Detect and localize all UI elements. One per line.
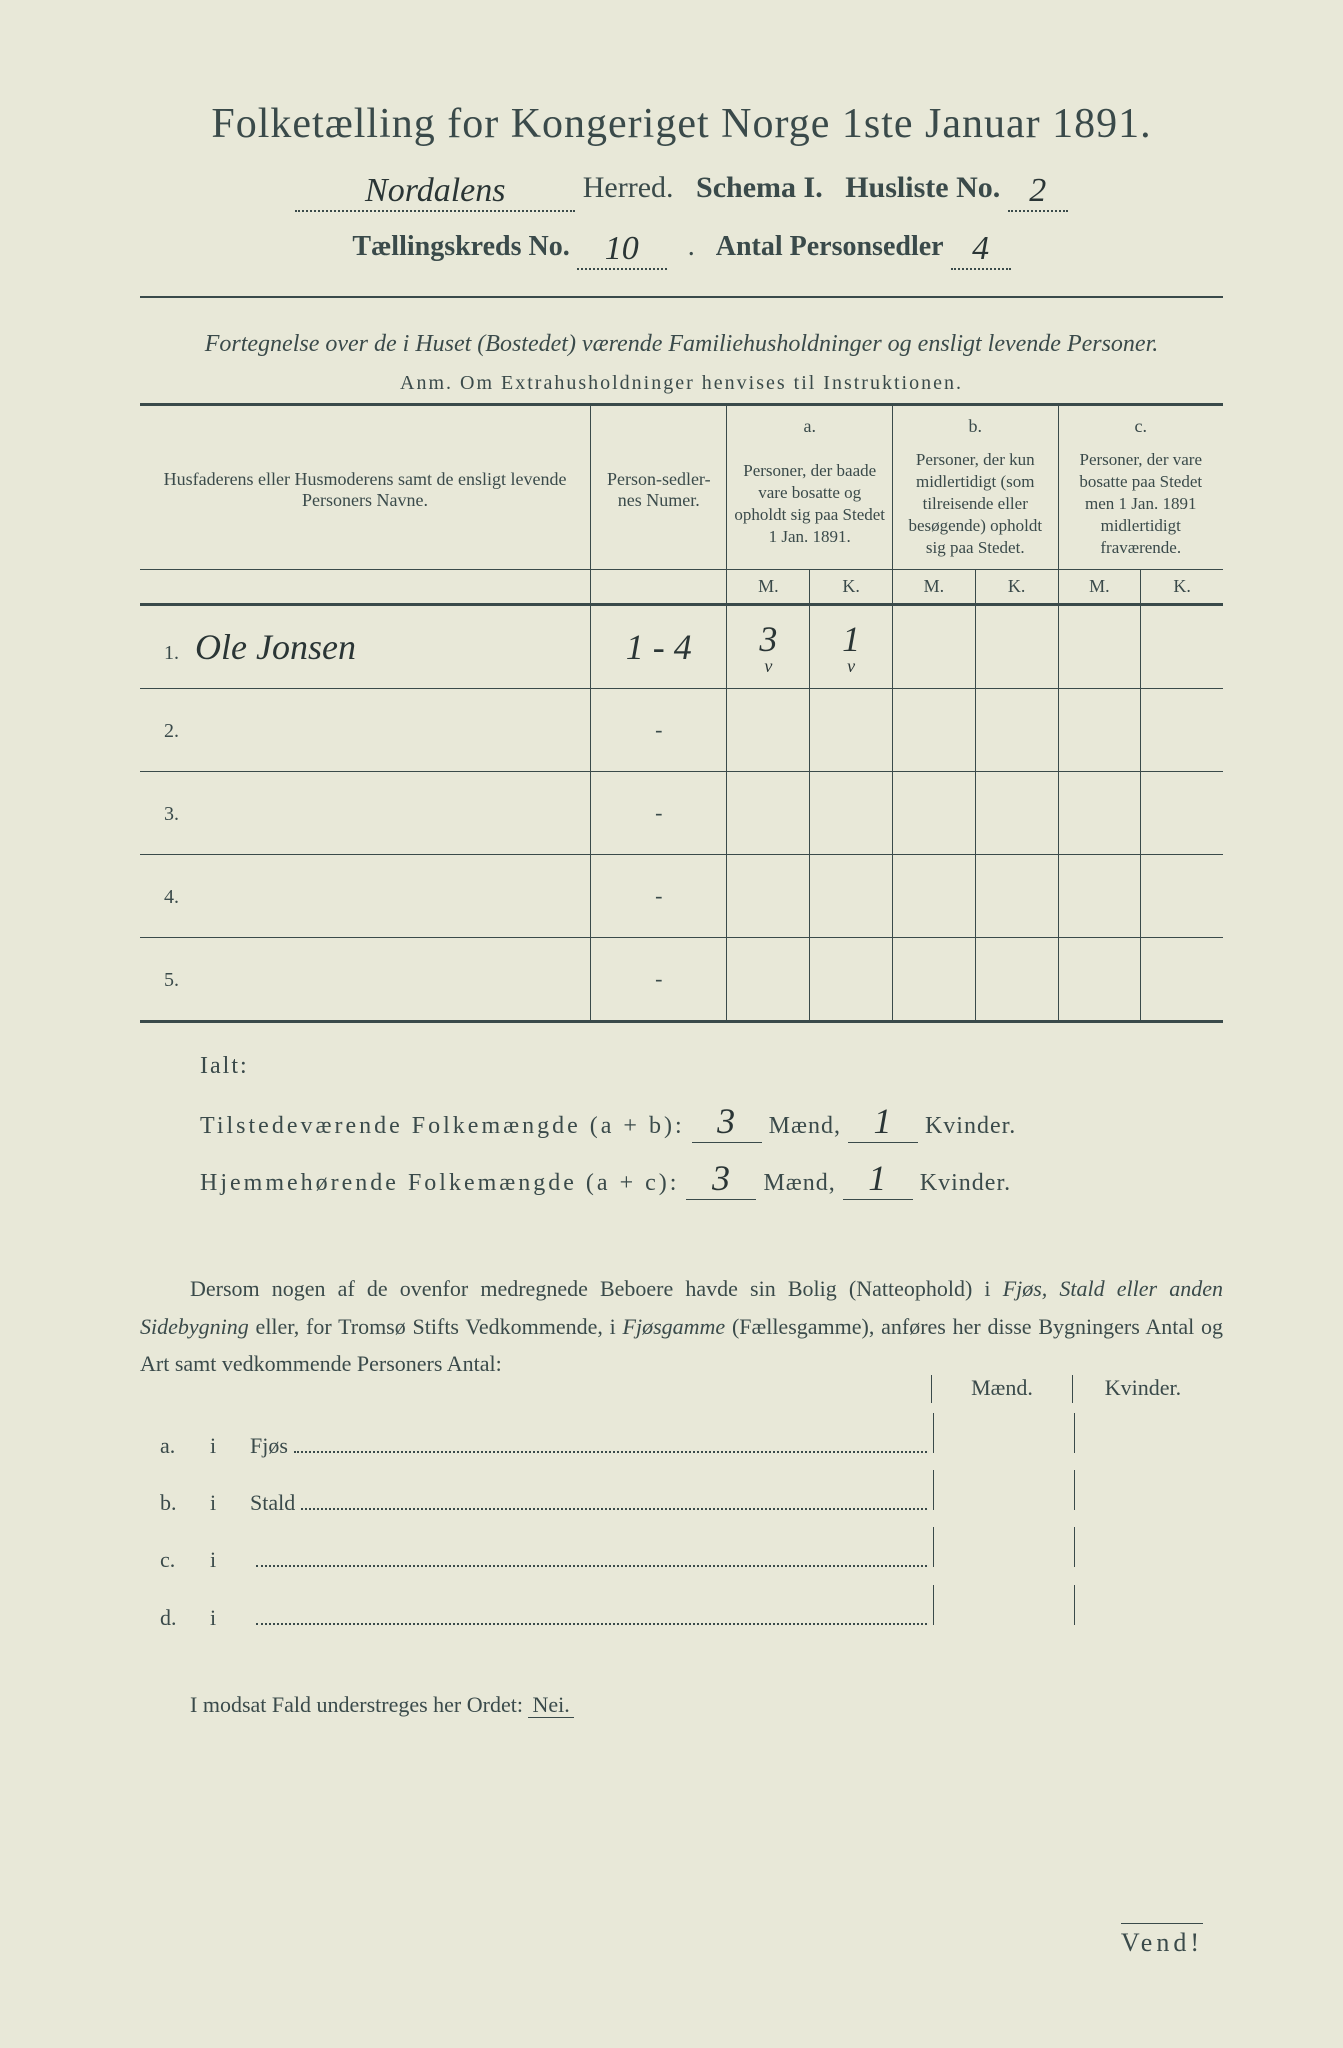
building-row: d. i: [160, 1585, 1223, 1642]
buildings-section: Mænd.Kvinder. a. i Fjøs b. i Stald c. i …: [160, 1413, 1223, 1643]
row-numer: -: [591, 689, 727, 772]
kreds-label: Tællingskreds No.: [352, 231, 569, 262]
nei-word: Nei.: [528, 1692, 573, 1718]
row-numer: -: [591, 772, 727, 855]
row-num: 4.: [164, 886, 179, 908]
row-name: Ole Jonsen: [195, 627, 356, 667]
row-i: i: [210, 1479, 250, 1527]
dots: [256, 1622, 927, 1625]
maend-col: Mænd.: [931, 1375, 1072, 1403]
anm-note: Anm. Om Extrahusholdninger henvises til …: [140, 372, 1223, 395]
building-row: c. i: [160, 1527, 1223, 1584]
row-name: Fjøs: [250, 1422, 288, 1470]
kvinder-label: Kvinder.: [925, 1113, 1016, 1139]
building-row: a. i Fjøs: [160, 1413, 1223, 1470]
sum1-k: 1: [848, 1100, 918, 1143]
dots: [301, 1507, 927, 1510]
table-body: 1.Ole Jonsen 1 - 4 3v 1v 2. - 3. - 4. -: [140, 605, 1223, 1022]
cell-a-m: 3: [759, 619, 777, 659]
sum2-m: 3: [686, 1157, 756, 1200]
table-row: 4. -: [140, 855, 1223, 938]
row-i: i: [210, 1594, 250, 1642]
row-num: 2.: [164, 720, 179, 742]
building-row: b. i Stald: [160, 1470, 1223, 1527]
census-form-page: Folketælling for Kongeriget Norge 1ste J…: [0, 0, 1343, 2048]
maend-label: Mænd,: [769, 1113, 841, 1139]
check-mark: v: [818, 656, 884, 677]
footer-text: I modsat Fald understreges her Ordet:: [190, 1692, 523, 1717]
sum1-m: 3: [692, 1100, 762, 1143]
footer-line: I modsat Fald understreges her Ordet: Ne…: [190, 1692, 1223, 1718]
vend-label: Vend!: [1121, 1923, 1203, 1958]
header-line-1: Nordalens Herred. Schema I. Husliste No.…: [140, 168, 1223, 208]
row-numer: -: [591, 938, 727, 1022]
sum2-k: 1: [843, 1157, 913, 1200]
paragraph: Dersom nogen af de ovenfor medregnede Be…: [140, 1270, 1223, 1382]
antal-label: Antal Personsedler: [716, 231, 944, 262]
husliste-label: Husliste No.: [845, 171, 1000, 204]
herred-value: Nordalens: [295, 172, 575, 212]
col-a-m: M.: [727, 570, 810, 605]
row-i: i: [210, 1536, 250, 1584]
row-lab: c.: [160, 1536, 210, 1584]
col-a-header: Personer, der baade vare bosatte og opho…: [727, 443, 893, 570]
subtitle: Fortegnelse over de i Huset (Bostedet) v…: [140, 326, 1223, 362]
row-name: Stald: [250, 1479, 295, 1527]
sum1-label: Tilstedeværende Folkemængde (a + b):: [200, 1113, 685, 1139]
row-lab: a.: [160, 1422, 210, 1470]
row-numer: 1 - 4: [626, 627, 692, 667]
col-numer-header: Person-sedler-nes Numer.: [591, 405, 727, 570]
col-c-m: M.: [1058, 570, 1141, 605]
col-c-top: c.: [1058, 405, 1223, 444]
divider: [140, 296, 1223, 298]
sum-line-2: Hjemmehørende Folkemængde (a + c): 3 Mæn…: [200, 1157, 1223, 1200]
table-row: 2. -: [140, 689, 1223, 772]
row-i: i: [210, 1422, 250, 1470]
header-line-2: Tællingskreds No. 10 . Antal Personsedle…: [140, 226, 1223, 266]
row-numer: -: [591, 855, 727, 938]
sum2-label: Hjemmehørende Folkemængde (a + c):: [200, 1170, 679, 1196]
col-names-header: Husfaderens eller Husmoderens samt de en…: [140, 405, 591, 570]
col-c-k: K.: [1141, 570, 1223, 605]
row-num: 3.: [164, 803, 179, 825]
household-table: Husfaderens eller Husmoderens samt de en…: [140, 403, 1223, 1023]
table-row: 5. -: [140, 938, 1223, 1022]
kreds-value: 10: [577, 230, 667, 270]
husliste-value: 2: [1008, 172, 1068, 212]
page-title: Folketælling for Kongeriget Norge 1ste J…: [140, 100, 1223, 148]
sum-line-1: Tilstedeværende Folkemængde (a + b): 3 M…: [200, 1100, 1223, 1143]
col-a-k: K.: [810, 570, 893, 605]
row-num: 5.: [164, 969, 179, 991]
buildings-header: Mænd.Kvinder.: [931, 1375, 1213, 1403]
row-lab: d.: [160, 1594, 210, 1642]
cell-a-k: 1: [842, 619, 860, 659]
kvinder-label: Kvinder.: [920, 1170, 1011, 1196]
check-mark: v: [735, 656, 801, 677]
col-b-k: K.: [975, 570, 1058, 605]
dots: [256, 1564, 927, 1567]
col-b-header: Personer, der kun midlertidigt (som tilr…: [892, 443, 1058, 570]
antal-value: 4: [951, 230, 1011, 270]
maend-label: Mænd,: [763, 1170, 835, 1196]
kvinder-col: Kvinder.: [1072, 1375, 1213, 1403]
schema-label: Schema I.: [696, 171, 823, 204]
table-row: 3. -: [140, 772, 1223, 855]
dots: [294, 1450, 927, 1453]
ialt-label: Ialt:: [200, 1053, 1223, 1080]
row-lab: b.: [160, 1479, 210, 1527]
col-c-header: Personer, der vare bosatte paa Stedet me…: [1058, 443, 1223, 570]
herred-label: Herred.: [583, 171, 674, 204]
col-a-top: a.: [727, 405, 893, 444]
row-num: 1.: [164, 642, 179, 664]
col-b-top: b.: [892, 405, 1058, 444]
col-b-m: M.: [892, 570, 975, 605]
table-row: 1.Ole Jonsen 1 - 4 3v 1v: [140, 605, 1223, 689]
